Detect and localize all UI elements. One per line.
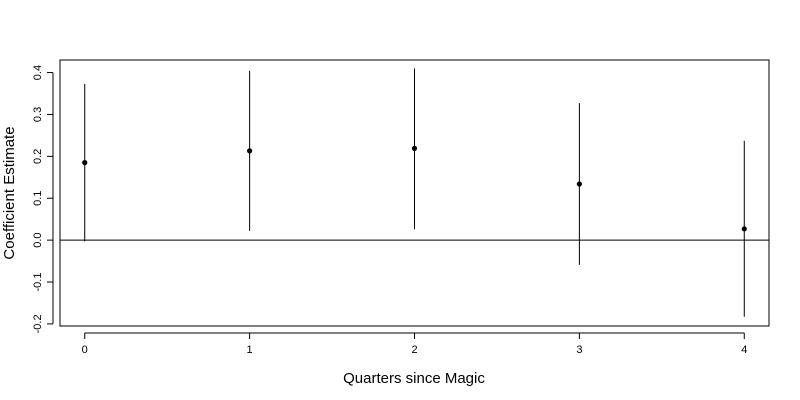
- point-estimate-0: [82, 160, 88, 166]
- y-tick-label-0: -0.2: [32, 314, 44, 333]
- x-tick-label-1: 1: [247, 344, 253, 356]
- confidence-interval-group: [84, 68, 745, 317]
- y-tick-label-6: 0.4: [32, 65, 44, 80]
- x-axis-title: Quarters since Magic: [343, 370, 485, 387]
- point-estimate-group: [82, 145, 747, 232]
- y-tick-label-2: 0.0: [32, 232, 44, 247]
- y-tick-label-1: -0.1: [32, 273, 44, 292]
- y-axis-title: Coefficient Estimate: [1, 126, 18, 259]
- y-axis: -0.2 -0.1 0.0 0.1 0.2 0.3 0.4: [32, 65, 54, 333]
- x-tick-label-4: 4: [741, 344, 747, 356]
- x-tick-label-0: 0: [82, 344, 88, 356]
- x-axis: 0 1 2 3 4: [82, 332, 747, 356]
- x-tick-label-2: 2: [411, 344, 417, 356]
- point-estimate-4: [741, 226, 747, 232]
- x-tick-label-3: 3: [576, 344, 582, 356]
- point-estimate-3: [576, 181, 582, 187]
- point-estimate-2: [411, 145, 418, 151]
- y-tick-label-5: 0.3: [32, 107, 44, 122]
- y-tick-label-4: 0.2: [32, 149, 44, 164]
- plot-frame: [59, 59, 770, 327]
- y-tick-label-3: 0.1: [32, 191, 44, 206]
- point-estimate-1: [247, 148, 253, 154]
